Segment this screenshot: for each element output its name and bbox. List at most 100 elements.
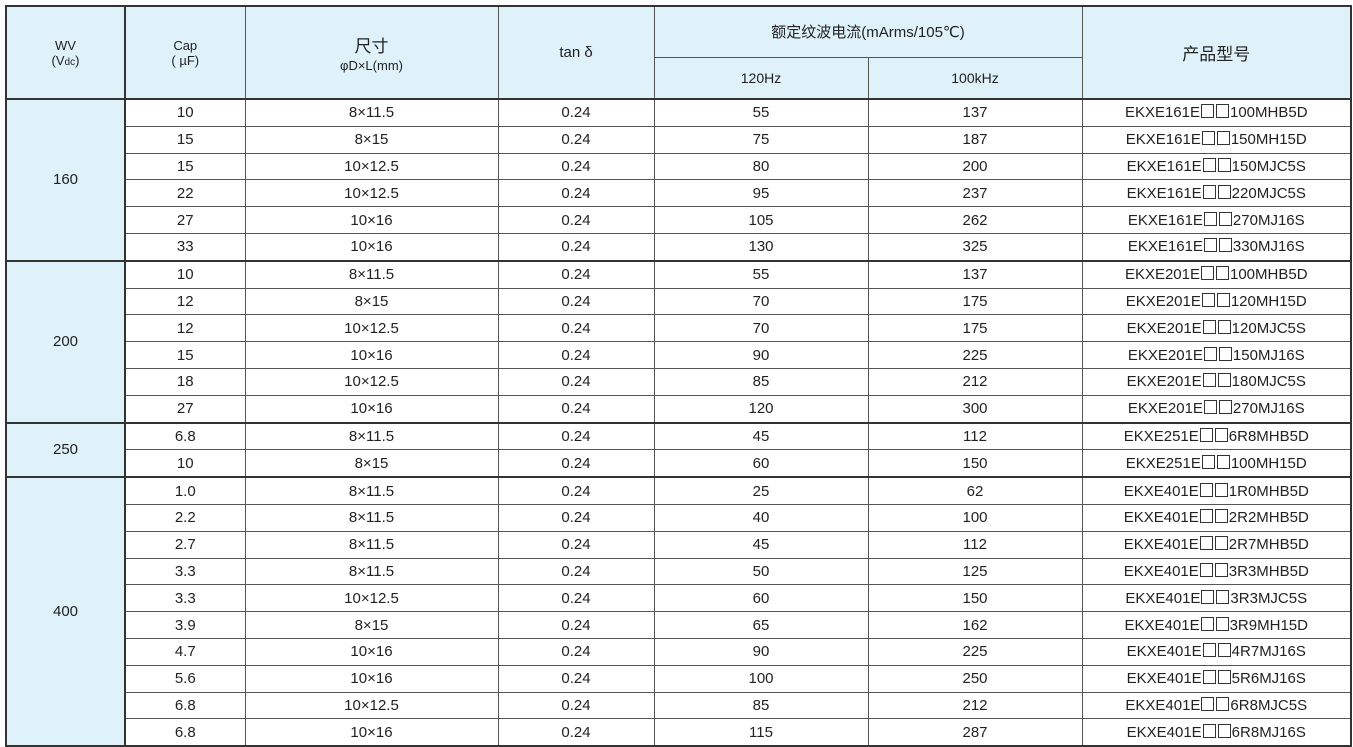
ripple-100khz-cell: 150 xyxy=(867,449,1083,478)
header-tan-delta: tan δ xyxy=(497,5,655,100)
capacitance-cell: 3.3 xyxy=(124,557,246,586)
ripple-100khz-cell: 187 xyxy=(867,125,1083,154)
placeholder-box-icon xyxy=(1199,536,1213,551)
part-prefix: EKXE201E xyxy=(1125,292,1201,310)
capacitance-cell: 6.8 xyxy=(124,691,246,720)
part-suffix: 270MJ16S xyxy=(1232,211,1305,229)
ripple-100khz-cell: 112 xyxy=(867,421,1083,451)
tan-delta-cell: 0.24 xyxy=(497,125,655,154)
part-number-cell: EKXE401E 6R8MJC5S xyxy=(1081,691,1352,720)
table-row: 4.7 10×16 0.24 90 225 EKXE401E 4R7MJ16S xyxy=(6,637,1352,666)
tan-delta-cell: 0.24 xyxy=(497,664,655,693)
ripple-120hz-cell: 90 xyxy=(653,637,869,666)
part-number-cell: EKXE251E 100MH15D xyxy=(1081,449,1352,478)
wv-cell: 250 xyxy=(5,421,126,478)
placeholder-box-icon xyxy=(1199,509,1213,524)
placeholder-box-icon xyxy=(1201,589,1215,604)
size-cell: 10×12.5 xyxy=(244,179,499,208)
part-prefix: EKXE201E xyxy=(1127,400,1203,418)
placeholder-box-icon xyxy=(1201,266,1214,281)
part-suffix: 120MJC5S xyxy=(1231,319,1306,337)
table-row: 200 10 8×11.5 0.24 55 137 EKXE201E 100MHB5D xyxy=(5,259,1352,424)
part-number-cell: EKXE161E 150MJC5S xyxy=(1081,152,1352,181)
header-120hz: 120Hz xyxy=(653,56,869,100)
ripple-120hz-cell: 55 xyxy=(653,259,869,289)
ripple-100khz-cell: 150 xyxy=(867,584,1083,613)
ripple-120hz-cell: 40 xyxy=(653,503,869,532)
placeholder-box-icon xyxy=(1216,131,1230,146)
header-cap: Cap( µF) xyxy=(124,5,246,100)
ripple-100khz-cell: 62 xyxy=(867,476,1083,505)
placeholder-box-icon xyxy=(1218,238,1232,253)
capacitance-cell: 10 xyxy=(124,259,246,289)
part-suffix: 100MHB5D xyxy=(1230,104,1308,122)
capacitance-cell: 12 xyxy=(124,314,246,343)
ripple-100khz-cell: 225 xyxy=(867,637,1083,666)
tan-delta-cell: 0.24 xyxy=(497,97,655,127)
placeholder-box-icon xyxy=(1214,482,1228,497)
part-prefix: EKXE161E xyxy=(1126,157,1202,175)
placeholder-box-icon xyxy=(1218,211,1232,226)
size-cell: 10×16 xyxy=(244,232,499,262)
placeholder-box-icon xyxy=(1217,373,1231,388)
part-number-cell: EKXE161E 330MJ16S xyxy=(1081,232,1352,262)
capacitance-cell: 10 xyxy=(124,97,246,127)
part-suffix: 3R9MH15D xyxy=(1229,616,1308,634)
ripple-100khz-cell: 250 xyxy=(867,664,1083,693)
placeholder-box-icon xyxy=(1202,319,1216,334)
part-number-cell: EKXE251E 6R8MHB5D xyxy=(1081,421,1352,451)
size-cell: 8×11.5 xyxy=(244,259,499,289)
ripple-120hz-cell: 80 xyxy=(653,152,869,181)
placeholder-box-icon xyxy=(1202,373,1216,388)
size-cell: 8×15 xyxy=(244,287,499,316)
size-cell: 8×15 xyxy=(244,125,499,154)
table-row: 12 8×15 0.24 70 175 EKXE201E 120MH15D xyxy=(6,287,1352,316)
placeholder-box-icon xyxy=(1202,157,1216,172)
capacitance-cell: 4.7 xyxy=(124,637,246,666)
part-suffix: 3R3MJC5S xyxy=(1230,589,1308,607)
placeholder-box-icon xyxy=(1203,400,1217,415)
table-row: 10 8×15 0.24 60 150 EKXE251E 100MH15D xyxy=(6,449,1352,478)
part-suffix: 150MH15D xyxy=(1230,131,1307,149)
size-cell: 8×15 xyxy=(244,611,499,639)
part-suffix: 150MJ16S xyxy=(1232,346,1305,364)
placeholder-box-icon xyxy=(1216,292,1230,307)
table-row: 22 10×12.5 0.24 95 237 EKXE161E 220MJC5S xyxy=(6,179,1352,208)
part-number-cell: EKXE201E 120MH15D xyxy=(1081,287,1352,316)
part-prefix: EKXE161E xyxy=(1127,211,1203,229)
table-row: 400 1.0 8×11.5 0.24 25 62 EKXE401E 1R0MHB5D xyxy=(5,476,1352,747)
ripple-120hz-cell: 85 xyxy=(653,691,869,720)
capacitance-cell: 15 xyxy=(124,341,246,369)
capacitance-cell: 27 xyxy=(124,206,246,234)
placeholder-box-icon xyxy=(1218,400,1232,415)
table-row: 5.6 10×16 0.24 100 250 EKXE401E 5R6MJ16S xyxy=(6,664,1352,693)
placeholder-box-icon xyxy=(1202,184,1216,199)
tan-delta-cell: 0.24 xyxy=(497,584,655,613)
size-cell: 8×11.5 xyxy=(244,530,499,559)
tan-delta-cell: 0.24 xyxy=(497,394,655,424)
part-prefix: EKXE401E xyxy=(1124,616,1200,634)
table-row: 6.8 10×12.5 0.24 85 212 EKXE401E 6R8MJC5S xyxy=(6,691,1352,720)
ripple-120hz-cell: 45 xyxy=(653,530,869,559)
table-row: 3.3 10×12.5 0.24 60 150 EKXE401E 3R3MJC5S xyxy=(6,584,1352,613)
header-part-number: 产品型号 xyxy=(1081,5,1352,100)
ripple-120hz-cell: 70 xyxy=(653,287,869,316)
part-number-cell: EKXE401E 2R2MHB5D xyxy=(1081,503,1352,532)
table-row: 6.8 10×16 0.24 115 287 EKXE401E 6R8MJ16S xyxy=(6,718,1352,747)
part-number-cell: EKXE401E 2R7MHB5D xyxy=(1081,530,1352,559)
ripple-120hz-cell: 120 xyxy=(653,394,869,424)
placeholder-box-icon xyxy=(1214,562,1228,577)
table-row: 160 10 8×11.5 0.24 55 137 EKXE161E 100MHB5D xyxy=(5,97,1352,262)
placeholder-box-icon xyxy=(1202,670,1216,685)
table-row: 3.3 8×11.5 0.24 50 125 EKXE401E 3R3MHB5D xyxy=(6,557,1352,586)
capacitance-cell: 12 xyxy=(124,287,246,316)
part-suffix: 1R0MHB5D xyxy=(1228,482,1309,500)
part-number-cell: EKXE401E 4R7MJ16S xyxy=(1081,637,1352,666)
capacitance-cell: 3.9 xyxy=(124,611,246,639)
table-row: 3.9 8×15 0.24 65 162 EKXE401E 3R9MH15D xyxy=(6,611,1352,639)
part-number-cell: EKXE201E 180MJC5S xyxy=(1081,367,1352,396)
capacitance-cell: 2.7 xyxy=(124,530,246,559)
placeholder-box-icon xyxy=(1202,643,1216,658)
capacitor-spec-table: WV (Vdc) Cap( µF) 尺寸 φD×L(mm) tan δ 额定纹波电流… xyxy=(5,5,1352,747)
placeholder-box-icon xyxy=(1200,616,1214,631)
